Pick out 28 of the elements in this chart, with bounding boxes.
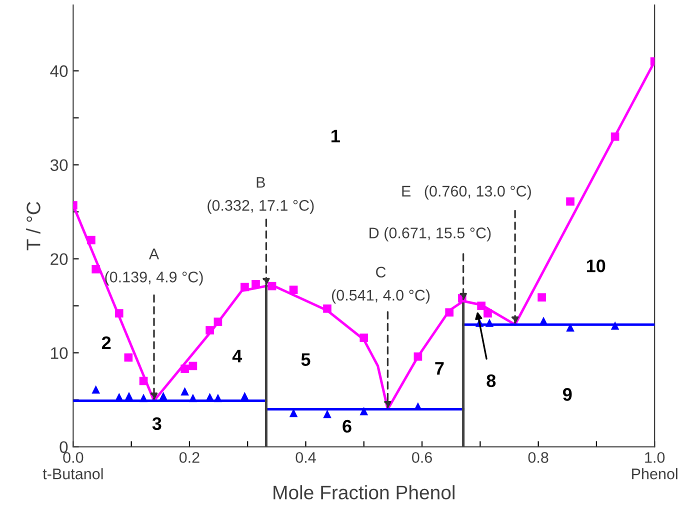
y-tick-label: 0: [60, 441, 68, 453]
y-axis-title: T / °C: [26, 202, 40, 250]
annotation: 8: [486, 374, 496, 388]
x-tick-label: 0.8: [528, 452, 548, 463]
annotation: 5: [301, 353, 310, 366]
annotation: B (0.332, 17.1 °C): [208, 177, 314, 214]
x-axis-title: Mole Fraction Phenol: [274, 485, 454, 500]
annotation: 3: [152, 417, 162, 430]
annotation: D (0.671, 15.5 °C): [370, 227, 491, 242]
annotation: 4: [232, 350, 242, 362]
y-tick-label: 30: [50, 159, 68, 172]
annotation: 7: [435, 362, 444, 375]
x-tick-label: 1.0 Phenol: [632, 452, 678, 480]
x-tick-label: 0.0 t-Butanol: [42, 452, 103, 480]
annotation: A (0.139, 4.9 °C): [105, 248, 203, 286]
x-tick-label: 0.6: [412, 452, 432, 463]
annotation: 1: [332, 130, 340, 142]
annotation: 6: [342, 420, 352, 433]
annotation: C (0.541, 4.0 °C): [332, 266, 430, 304]
y-tick-label: 40: [50, 65, 68, 78]
annotation: 9: [562, 388, 572, 401]
annotation: 10: [586, 260, 606, 272]
y-tick-label: 20: [50, 253, 68, 266]
x-tick-label: 0.2: [179, 452, 200, 463]
annotation: 2: [102, 336, 111, 349]
annotation: E (0.760, 13.0 °C): [402, 185, 531, 200]
x-tick-label: 0.4: [296, 452, 316, 463]
y-tick-label: 10: [51, 347, 68, 360]
